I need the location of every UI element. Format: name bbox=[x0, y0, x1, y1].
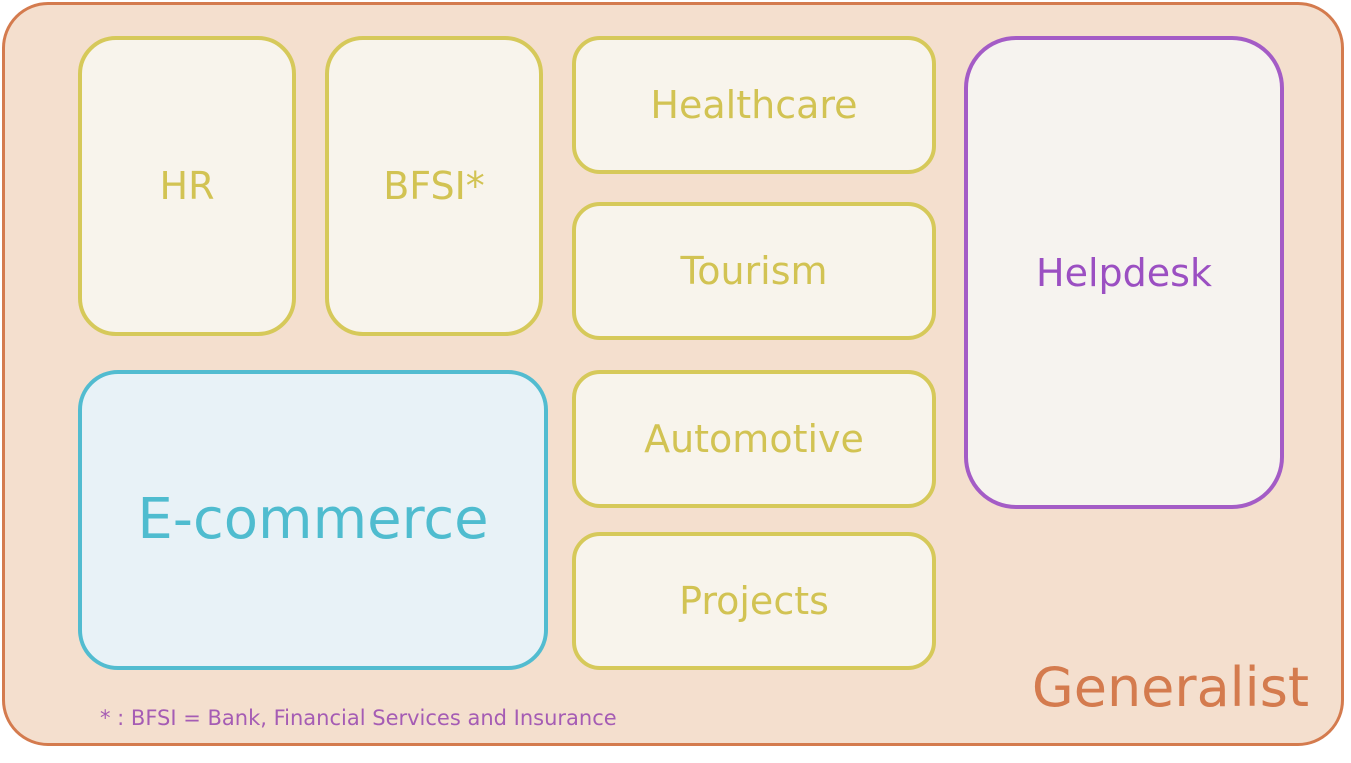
hr-box: HR bbox=[78, 36, 296, 336]
generalist-label: Generalist bbox=[1031, 656, 1309, 719]
footnote: * : BFSI = Bank, Financial Services and … bbox=[100, 706, 617, 730]
hr-label: HR bbox=[159, 164, 215, 208]
bfsi-box: BFSI* bbox=[325, 36, 543, 336]
tourism-label: Tourism bbox=[680, 249, 828, 293]
automotive-box: Automotive bbox=[572, 370, 936, 508]
helpdesk-box: Helpdesk bbox=[964, 36, 1284, 509]
projects-box: Projects bbox=[572, 532, 936, 670]
tourism-box: Tourism bbox=[572, 202, 936, 340]
ecommerce-label: E-commerce bbox=[137, 487, 489, 552]
bfsi-label: BFSI* bbox=[383, 164, 485, 208]
helpdesk-label: Helpdesk bbox=[1036, 250, 1212, 295]
automotive-label: Automotive bbox=[644, 417, 864, 461]
healthcare-label: Healthcare bbox=[650, 83, 858, 127]
ecommerce-box: E-commerce bbox=[78, 370, 548, 670]
projects-label: Projects bbox=[679, 579, 829, 623]
healthcare-box: Healthcare bbox=[572, 36, 936, 174]
